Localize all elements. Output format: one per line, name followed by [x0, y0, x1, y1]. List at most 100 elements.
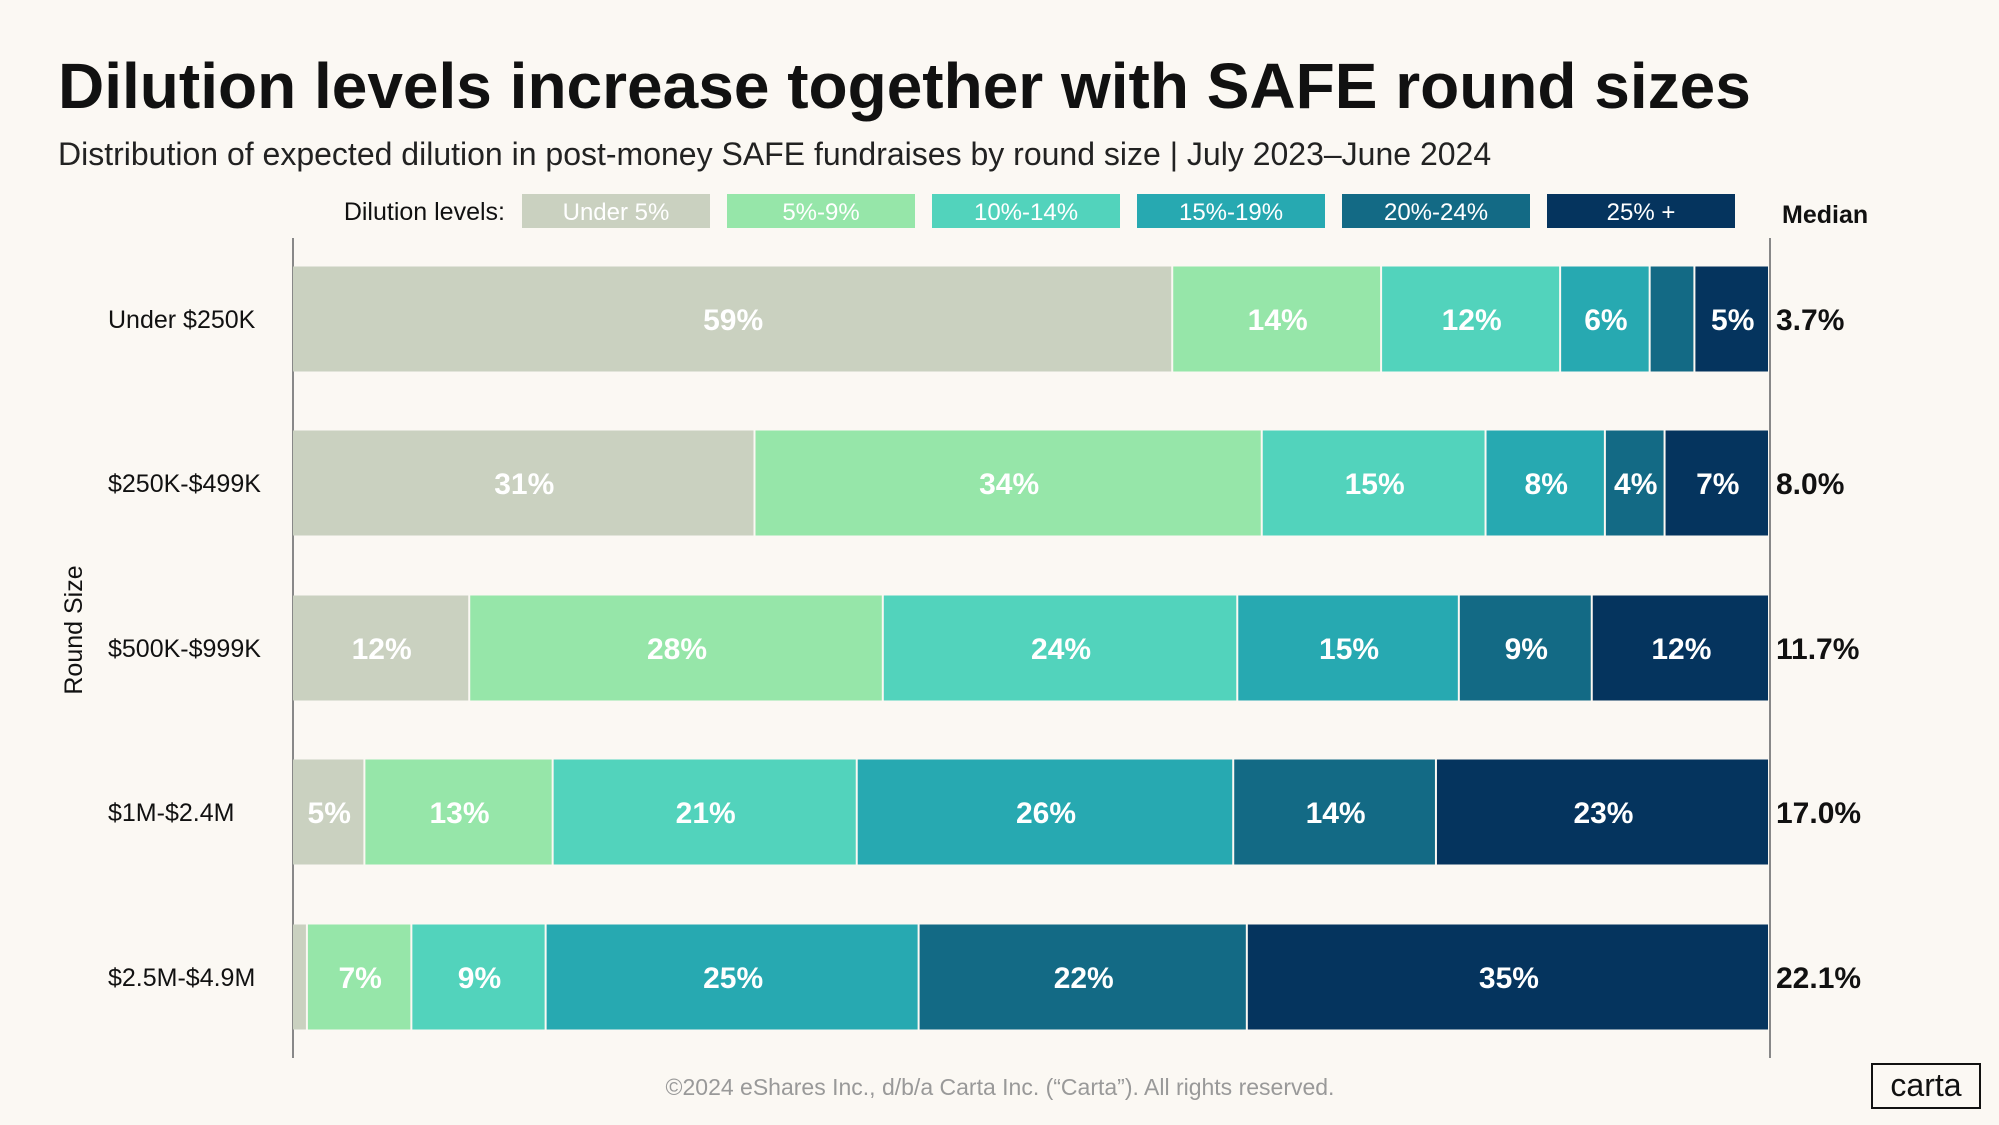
bar-segment — [553, 759, 856, 865]
footer-copyright: ©2024 eShares Inc., d/b/a Carta Inc. (“C… — [666, 1074, 1335, 1100]
bar-segment — [883, 595, 1237, 701]
segment-label: 15% — [1345, 468, 1405, 501]
legend-text: Under 5% — [563, 199, 670, 226]
carta-logo: carta — [1871, 1063, 1981, 1109]
segment-label: 35% — [1479, 962, 1539, 995]
category-label: Under $250K — [108, 306, 256, 334]
segment-label: 4% — [1614, 468, 1657, 501]
segment-label: 21% — [676, 797, 736, 830]
segment-label: 14% — [1248, 304, 1308, 337]
segment-label: 15% — [1319, 633, 1379, 666]
segment-label: 25% — [703, 962, 763, 995]
bar-segment — [293, 266, 1172, 372]
bar-segment — [1650, 266, 1694, 372]
legend-item: 20%-24% — [1342, 194, 1530, 228]
bar-row: $1M-$2.4M 5% 13% 21% 26% 14% 23% 17.0% — [108, 759, 1861, 865]
segment-label: 31% — [494, 468, 554, 501]
bar-segment — [412, 924, 545, 1030]
segment-label: 12% — [1442, 304, 1502, 337]
legend-swatch — [1547, 194, 1735, 228]
legend-swatch — [1137, 194, 1325, 228]
bar-segment — [1436, 759, 1768, 865]
bars: Under $250K 59% 14% 12% 6% 5% 3.7% $250K-$499K 3… — [108, 266, 1861, 1030]
bar-segment — [1247, 924, 1768, 1030]
segment-label: 12% — [352, 633, 412, 666]
legend-swatch — [1342, 194, 1530, 228]
svg-text:carta: carta — [1890, 1067, 1961, 1103]
legend-text: 25% + — [1607, 199, 1676, 226]
category-label: $250K-$499K — [108, 470, 261, 498]
bar-segment — [470, 595, 882, 701]
category-label: $500K-$999K — [108, 635, 261, 663]
segment-label: 6% — [1584, 304, 1627, 337]
bar-row: $500K-$999K 12% 28% 24% 15% 9% 12% 11.7% — [108, 595, 1859, 701]
y-axis-label: Round Size — [60, 565, 88, 694]
segment-label: 5% — [308, 797, 351, 830]
chart-subtitle: Distribution of expected dilution in pos… — [58, 136, 1491, 172]
chart-title: Dilution levels increase together with S… — [58, 50, 1751, 122]
segment-label: 28% — [647, 633, 707, 666]
bar-segment — [307, 924, 411, 1030]
segment-label: 26% — [1016, 797, 1076, 830]
median-value: 11.7% — [1776, 633, 1859, 666]
legend-item: 15%-19% — [1137, 194, 1325, 228]
bar-row: $2.5M-$4.9M 7% 9% 25% 22% 35% 22.1% — [108, 924, 1861, 1030]
legend-swatch — [932, 194, 1120, 228]
bar-segment — [1561, 266, 1649, 372]
bar-segment — [1592, 595, 1768, 701]
legend-item: 5%-9% — [727, 194, 915, 228]
legend-label: Dilution levels: — [344, 198, 505, 226]
bar-row: $250K-$499K 31% 34% 15% 8% 4% 7% 8.0% — [108, 430, 1844, 536]
median-value: 3.7% — [1776, 304, 1844, 337]
segment-label: 7% — [1696, 468, 1739, 501]
segment-label: 7% — [338, 962, 381, 995]
median-value: 17.0% — [1776, 797, 1861, 830]
legend-swatch — [522, 194, 710, 228]
bar-segment — [1605, 430, 1664, 536]
segment-label: 5% — [1711, 304, 1754, 337]
segment-label: 9% — [1505, 633, 1548, 666]
segment-label: 23% — [1573, 797, 1633, 830]
segment-label: 12% — [1651, 633, 1711, 666]
bar-segment — [1695, 266, 1768, 372]
bar-segment — [1173, 266, 1381, 372]
bar-segment — [919, 924, 1246, 1030]
legend-text: 10%-14% — [974, 199, 1078, 226]
bar-segment — [1665, 430, 1768, 536]
segment-label: 22% — [1054, 962, 1114, 995]
bar-row: Under $250K 59% 14% 12% 6% 5% 3.7% — [108, 266, 1844, 372]
legend-text: 15%-19% — [1179, 199, 1283, 226]
bar-segment — [1262, 430, 1485, 536]
legend-item: Under 5% — [522, 194, 710, 228]
bar-segment — [293, 595, 469, 701]
segment-label: 24% — [1031, 633, 1091, 666]
bar-segment — [1238, 595, 1458, 701]
bar-segment — [293, 430, 754, 536]
legend-item: 25% + — [1547, 194, 1735, 228]
bar-segment — [365, 759, 552, 865]
bar-segment — [755, 430, 1261, 536]
category-label: $1M-$2.4M — [108, 799, 234, 827]
bar-segment — [1459, 595, 1591, 701]
bar-segment — [1234, 759, 1435, 865]
bar-segment — [546, 924, 918, 1030]
legend-text: 5%-9% — [782, 199, 859, 226]
segment-label: 59% — [703, 304, 763, 337]
segment-label: 14% — [1306, 797, 1366, 830]
category-label: $2.5M-$4.9M — [108, 964, 255, 992]
bar-segment — [293, 759, 364, 865]
legend-swatch — [727, 194, 915, 228]
median-value: 8.0% — [1776, 468, 1844, 501]
bar-segment — [1486, 430, 1604, 536]
median-header: Median — [1782, 201, 1868, 229]
segment-label: 34% — [979, 468, 1039, 501]
median-value: 22.1% — [1776, 962, 1861, 995]
legend-item: 10%-14% — [932, 194, 1120, 228]
segment-label: 8% — [1525, 468, 1568, 501]
segment-label: 9% — [458, 962, 501, 995]
bar-segment — [857, 759, 1233, 865]
legend-text: 20%-24% — [1384, 199, 1488, 226]
bar-segment — [293, 924, 306, 1030]
segment-label: 13% — [430, 797, 490, 830]
